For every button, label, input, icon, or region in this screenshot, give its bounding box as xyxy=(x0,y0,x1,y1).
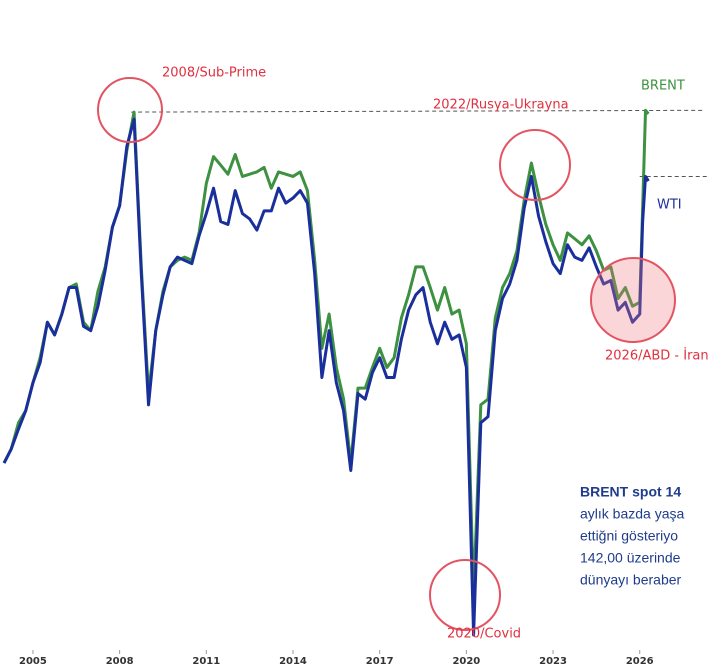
text-block-line: ettiğni gösteriyo xyxy=(580,528,678,544)
highlight-circle xyxy=(97,77,163,143)
highlight-circle xyxy=(499,129,571,201)
text-block-line: BRENT spot 14 xyxy=(580,484,681,500)
annotation: 2008/Sub-Prime xyxy=(162,66,266,81)
x-tick-label: 2008 xyxy=(106,656,134,667)
x-tick-label: 2011 xyxy=(192,656,220,667)
text-block-line: dünyayı beraber xyxy=(580,572,682,588)
annotation: 2020/Covid xyxy=(447,627,521,642)
x-tick-label: 2020 xyxy=(452,656,480,667)
x-tick-label: 2023 xyxy=(539,656,567,667)
x-tick-label: 2014 xyxy=(279,656,307,667)
plot-area xyxy=(2,108,710,654)
highlight-circle xyxy=(590,257,676,343)
series-label: WTI xyxy=(657,198,682,213)
highlight-circle xyxy=(429,559,501,631)
x-tick-label: 2005 xyxy=(19,656,47,667)
annotation: 2026/ABD - İran xyxy=(605,348,709,364)
reference-line xyxy=(131,109,704,113)
x-tick-label: 2017 xyxy=(366,656,394,667)
text-block-line: aylık bazda yaşa xyxy=(580,506,684,522)
annotation: 2022/Rusya-Ukrayna xyxy=(433,98,569,113)
text-block-line: 142,00 üzerinde xyxy=(580,550,681,566)
series-line xyxy=(2,117,650,637)
series-label: BRENT xyxy=(641,79,685,94)
x-tick-label: 2026 xyxy=(626,656,654,667)
